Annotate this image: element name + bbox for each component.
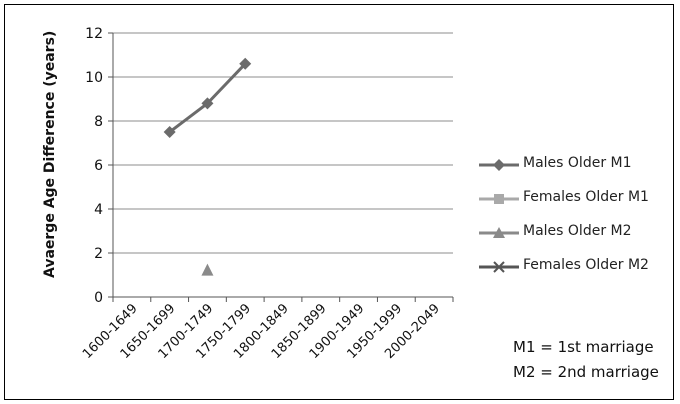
legend-item-females-older-m1: Females Older M1	[477, 187, 677, 219]
data-point-diamond	[239, 57, 252, 70]
y-tick-label: 4	[94, 202, 103, 218]
plot-area: 0246810121600-16491650-16991700-17491750…	[80, 26, 454, 362]
legend: Males Older M1 Females Older M1 Males Ol…	[477, 153, 677, 289]
note-m2: M2 = 2nd marriage	[513, 363, 659, 381]
y-tick-label: 8	[94, 114, 103, 130]
y-tick-label: 6	[94, 158, 103, 174]
chart-frame: 0 2 4 6 8 10 12 1600-1649 1650-1699 1700-1749 1750…	[4, 4, 674, 400]
y-tick-label: 0	[94, 290, 103, 306]
legend-label: Males Older M2	[523, 223, 632, 239]
legend-swatch-triangle	[479, 227, 519, 238]
y-axis-label: Avaerge Age Difference (years)	[42, 30, 58, 278]
note-m1: M1 = 1st marriage	[513, 338, 654, 356]
data-point-diamond	[201, 97, 214, 110]
y-tick-label: 2	[94, 246, 103, 262]
legend-item-males-older-m2: Males Older M2	[477, 221, 677, 253]
y-tick-label: 10	[85, 70, 103, 86]
legend-item-females-older-m2: Females Older M2	[477, 255, 677, 287]
series-line	[206, 62, 247, 105]
data-point-triangle	[201, 263, 214, 276]
legend-label: Females Older M1	[523, 189, 649, 205]
series-line	[168, 102, 209, 134]
legend-label: Females Older M2	[523, 257, 649, 273]
legend-item-males-older-m1: Males Older M1	[477, 153, 677, 185]
legend-swatch-square	[479, 194, 519, 204]
y-tick-label: 12	[85, 26, 103, 42]
data-point-diamond	[163, 126, 176, 138]
legend-swatch-x	[479, 261, 519, 273]
legend-label: Males Older M1	[523, 155, 632, 171]
legend-swatch-diamond	[479, 159, 519, 171]
